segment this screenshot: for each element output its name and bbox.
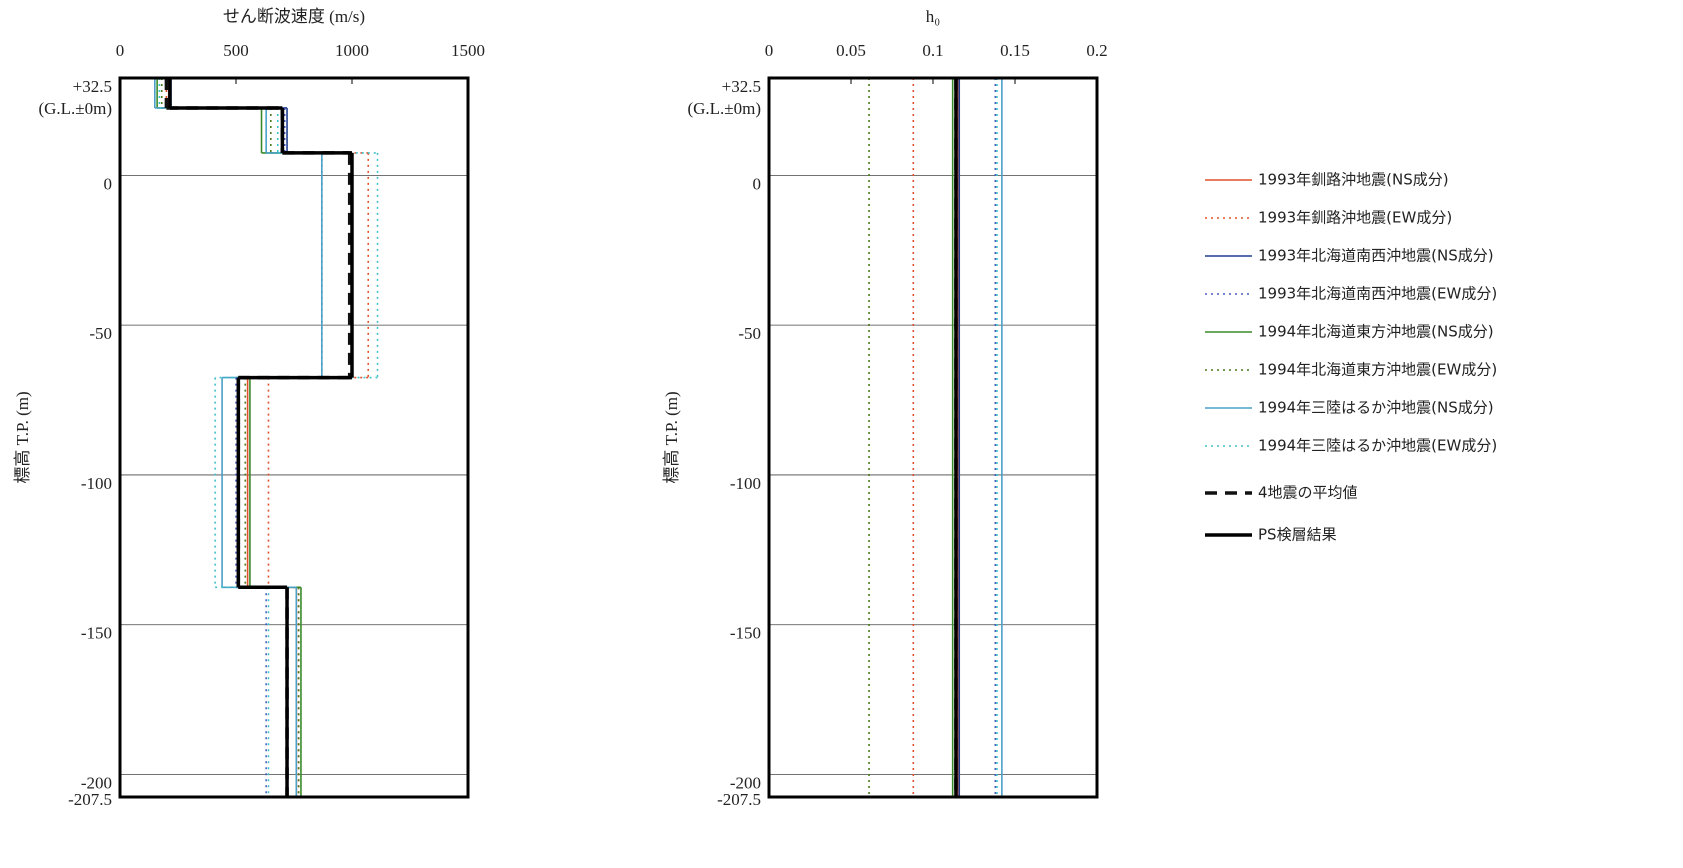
x-tick-label: 500 xyxy=(223,41,249,60)
y-tick-label: +32.5 xyxy=(722,77,761,96)
y-tick-label: +32.5 xyxy=(73,77,112,96)
legend-label: 1994年三陸はるか沖地震(NS成分) xyxy=(1258,399,1494,417)
legend-label: PS検層結果 xyxy=(1258,526,1337,544)
x-tick-label: 0.15 xyxy=(1000,41,1030,60)
x-tick-label: 1000 xyxy=(335,41,369,60)
legend-label: 4地震の平均値 xyxy=(1258,484,1358,502)
y-annotation: (G.L.±0m) xyxy=(687,99,761,118)
chart-title: せん断波速度 (m/s) xyxy=(223,7,365,26)
y-tick-label: -207.5 xyxy=(68,790,112,809)
legend-label: 1994年北海道東方沖地震(NS成分) xyxy=(1258,323,1494,341)
y-tick-label: -200 xyxy=(81,773,112,792)
x-tick-label: 0.05 xyxy=(836,41,866,60)
y-axis-label: 標高 T.P. (m) xyxy=(662,391,681,483)
y-tick-label: -50 xyxy=(738,324,761,343)
y-tick-label: -200 xyxy=(730,773,761,792)
legend-label: 1993年北海道南西沖地震(EW成分) xyxy=(1258,285,1497,303)
x-tick-label: 0 xyxy=(765,41,774,60)
legend-label: 1993年釧路沖地震(EW成分) xyxy=(1258,209,1452,227)
y-tick-label: -100 xyxy=(730,474,761,493)
y-annotation: (G.L.±0m) xyxy=(38,99,112,118)
legend-label: 1993年釧路沖地震(NS成分) xyxy=(1258,171,1449,189)
y-tick-label: -207.5 xyxy=(717,790,761,809)
chart-title: h₀ xyxy=(926,7,941,26)
y-tick-label: -150 xyxy=(730,624,761,643)
y-tick-label: 0 xyxy=(104,174,113,193)
x-tick-label: 1500 xyxy=(451,41,485,60)
x-tick-label: 0.2 xyxy=(1086,41,1107,60)
plot-frame xyxy=(767,76,1099,799)
x-tick-label: 0 xyxy=(116,41,125,60)
y-axis-label: 標高 T.P. (m) xyxy=(13,391,32,483)
legend-label: 1994年三陸はるか沖地震(EW成分) xyxy=(1258,437,1497,455)
y-tick-label: -150 xyxy=(81,624,112,643)
y-tick-label: 0 xyxy=(753,174,762,193)
y-tick-label: -50 xyxy=(89,324,112,343)
legend-label: 1994年北海道東方沖地震(EW成分) xyxy=(1258,361,1497,379)
plot-frame xyxy=(118,76,470,799)
legend-label: 1993年北海道南西沖地震(NS成分) xyxy=(1258,247,1494,265)
y-tick-label: -100 xyxy=(81,474,112,493)
x-tick-label: 0.1 xyxy=(922,41,943,60)
